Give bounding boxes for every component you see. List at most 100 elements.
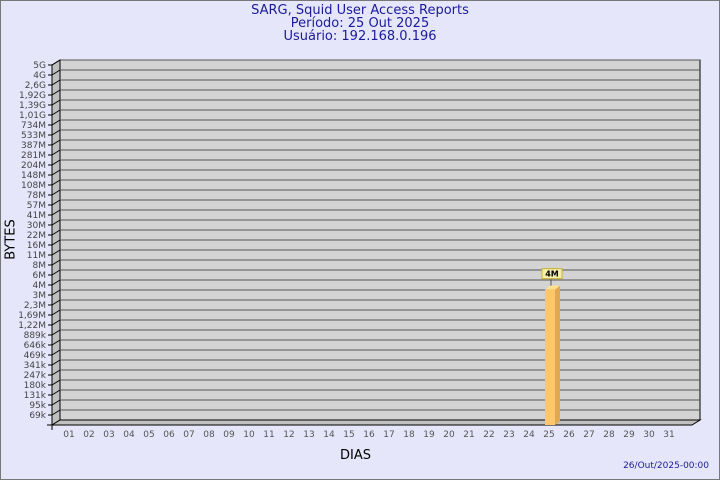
x-tick-label: 29	[623, 430, 635, 440]
y-tick-label: 41M	[27, 211, 46, 221]
x-tick-label: 01	[63, 430, 74, 440]
y-tick-label: 1,92G	[19, 91, 46, 101]
y-tick-label: 1,39G	[19, 101, 46, 111]
depth-tick	[51, 59, 61, 66]
x-tick-label: 20	[443, 430, 455, 440]
data-label: 4M	[545, 270, 559, 279]
depth-tick	[51, 359, 61, 366]
y-tick-label: 30M	[27, 221, 46, 231]
depth-tick	[51, 99, 61, 106]
y-tick-label: 281M	[21, 151, 46, 161]
x-tick-label: 26	[563, 430, 575, 440]
y-tick-label: 204M	[21, 161, 46, 171]
y-tick-label: 341k	[24, 361, 47, 371]
x-tick-label: 10	[243, 430, 255, 440]
x-tick-label: 23	[503, 430, 514, 440]
y-tick-label: 95k	[29, 401, 46, 411]
y-tick-label: 734M	[21, 121, 46, 131]
depth-tick	[51, 329, 61, 336]
x-tick-label: 21	[463, 430, 474, 440]
x-tick-label: 09	[223, 430, 235, 440]
depth-tick	[51, 209, 61, 216]
depth-tick	[51, 339, 61, 346]
x-tick-label: 25	[543, 430, 554, 440]
depth-tick	[51, 259, 61, 266]
x-tick-label: 27	[583, 430, 594, 440]
depth-tick	[51, 179, 61, 186]
chart-title: SARG, Squid User Access Reports	[251, 3, 469, 18]
y-tick-label: 2,3M	[24, 301, 46, 311]
x-tick-label: 17	[383, 430, 394, 440]
y-axis-label: BYTES	[3, 219, 19, 260]
depth-tick	[51, 389, 61, 396]
x-tick-label: 05	[143, 430, 154, 440]
x-tick-label: 24	[523, 430, 535, 440]
depth-tick	[51, 379, 61, 386]
y-tick-label: 533M	[21, 131, 46, 141]
x-tick-label: 19	[423, 430, 435, 440]
x-tick-label: 04	[123, 430, 135, 440]
depth-tick	[51, 109, 61, 116]
x-tick-label: 07	[183, 430, 194, 440]
depth-tick	[51, 309, 61, 316]
y-tick-label: 1,01G	[19, 111, 46, 121]
x-tick-label: 14	[323, 430, 335, 440]
x-axis-label: DIAS	[340, 448, 371, 463]
depth-tick	[51, 239, 61, 246]
y-tick-label: 3M	[33, 291, 47, 301]
y-tick-label: 1,69M	[18, 311, 46, 321]
y-tick-label: 4G	[33, 71, 46, 81]
x-tick-label: 06	[163, 430, 175, 440]
x-tick-label: 13	[303, 430, 314, 440]
x-tick-label: 30	[643, 430, 655, 440]
y-tick-label: 889k	[24, 331, 47, 341]
bar-side	[555, 285, 560, 425]
y-tick-label: 1,22M	[18, 321, 46, 331]
depth-tick	[51, 199, 61, 206]
period-subtitle: Período: 25 Out 2025	[290, 16, 430, 31]
y-tick-label: 247k	[24, 371, 47, 381]
y-tick-label: 108M	[21, 181, 46, 191]
y-tick-label: 6M	[33, 271, 47, 281]
x-tick-label: 28	[603, 430, 615, 440]
y-tick-label: 148M	[21, 171, 46, 181]
y-tick-label: 8M	[33, 261, 47, 271]
depth-tick	[51, 149, 61, 156]
depth-tick	[51, 219, 61, 226]
y-tick-label: 78M	[27, 191, 46, 201]
depth-tick	[51, 69, 61, 76]
depth-tick	[51, 129, 61, 136]
depth-tick	[51, 249, 61, 256]
y-tick-label: 4M	[33, 281, 47, 291]
depth-tick	[51, 139, 61, 146]
x-tick-label: 22	[483, 430, 494, 440]
depth-tick	[51, 79, 61, 86]
depth-tick	[51, 289, 61, 296]
y-tick-label: 11M	[27, 251, 46, 261]
y-tick-label: 2,6G	[25, 81, 46, 91]
y-tick-label: 22M	[27, 231, 46, 241]
depth-tick	[51, 189, 61, 196]
y-tick-label: 180k	[24, 381, 47, 391]
data-label-box	[541, 268, 563, 280]
bar-top	[545, 285, 560, 290]
depth-tick	[51, 369, 61, 376]
generated-timestamp: 26/Out/2025-00:00	[623, 461, 709, 471]
y-tick-label: 16M	[27, 241, 46, 251]
y-tick-label: 69k	[29, 411, 46, 421]
x-tick-label: 18	[403, 430, 415, 440]
x-tick-label: 08	[203, 430, 215, 440]
x-tick-label: 02	[83, 430, 94, 440]
depth-tick	[51, 319, 61, 326]
x-tick-label: 15	[343, 430, 354, 440]
depth-tick	[51, 349, 61, 356]
x-tick-label: 12	[283, 430, 294, 440]
y-tick-label: 5G	[33, 61, 46, 71]
y-tick-label: 131k	[24, 391, 47, 401]
y-tick-label: 646k	[24, 341, 47, 351]
x-tick-label: 16	[363, 430, 375, 440]
x-tick-label: 11	[263, 430, 274, 440]
depth-tick	[51, 399, 61, 406]
depth-tick	[51, 159, 61, 166]
